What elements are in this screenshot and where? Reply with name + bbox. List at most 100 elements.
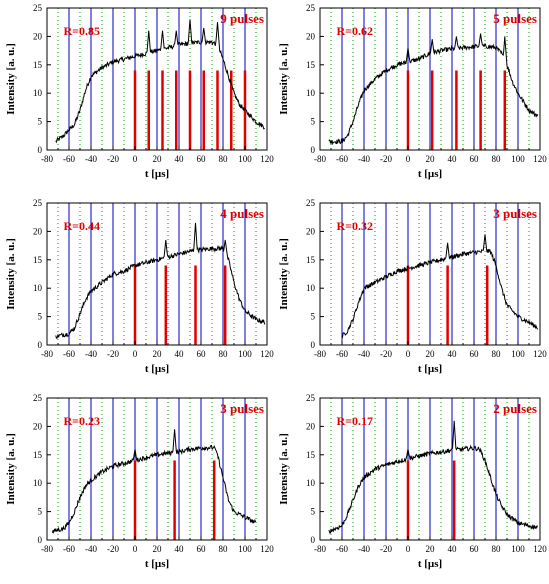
intensity-trace: [52, 429, 257, 534]
x-tick-label: 80: [219, 349, 229, 359]
x-axis-label: t [µs]: [418, 558, 442, 570]
pulse-count-label: 4 pulses: [220, 206, 264, 221]
pulse-count-label: 5 pulses: [493, 11, 537, 26]
x-tick-label: 0: [133, 349, 138, 359]
x-tick-label: -40: [358, 544, 370, 554]
x-tick-label: -80: [314, 544, 326, 554]
x-tick-label: 100: [511, 154, 525, 164]
x-tick-label: -60: [63, 154, 75, 164]
x-tick-label: 40: [175, 349, 185, 359]
y-tick-label: 10: [33, 88, 43, 98]
y-tick-label: 20: [306, 31, 316, 41]
y-tick-label: 10: [33, 478, 43, 488]
y-tick-label: 25: [306, 198, 316, 208]
y-axis-label: Intensity [a. u.]: [5, 43, 17, 115]
x-tick-label: 40: [448, 154, 458, 164]
x-tick-label: -40: [358, 154, 370, 164]
x-tick-label: 0: [406, 544, 411, 554]
y-tick-label: 5: [311, 117, 316, 127]
chart-panel-4: -80 -60 -40 -20 0 20 40 60 80 100 120 0 5 10 15 20 25 t […: [278, 198, 547, 375]
x-tick-label: 120: [533, 349, 547, 359]
y-tick-label: 25: [33, 393, 43, 403]
x-tick-label: 40: [448, 544, 458, 554]
x-tick-label: 80: [219, 154, 229, 164]
intensity-trace: [55, 19, 265, 144]
x-tick-label: 100: [238, 154, 252, 164]
x-tick-label: 40: [448, 349, 458, 359]
y-tick-label: 15: [306, 255, 316, 265]
x-tick-label: -80: [41, 349, 53, 359]
y-tick-label: 0: [311, 535, 316, 545]
x-tick-label: 0: [133, 154, 138, 164]
y-tick-label: 5: [38, 507, 43, 517]
x-tick-label: 60: [197, 349, 207, 359]
chart-panel-1: -80 -60 -40 -20 0 20 40 60 80 100 120 0 5 10 15 20 25 t […: [5, 3, 274, 180]
r-value-label: R=0.23: [64, 414, 101, 428]
y-tick-label: 5: [311, 507, 316, 517]
x-tick-label: 80: [492, 349, 502, 359]
x-tick-label: 20: [153, 349, 163, 359]
x-tick-label: 100: [511, 544, 525, 554]
y-tick-label: 20: [33, 226, 43, 236]
x-axis-label: t [µs]: [145, 168, 169, 180]
y-tick-label: 15: [306, 60, 316, 70]
chart-panel-2: -80 -60 -40 -20 0 20 40 60 80 100 120 0 5 10 15 20 25 t […: [278, 3, 547, 180]
y-tick-label: 10: [33, 283, 43, 293]
x-tick-label: -20: [107, 154, 119, 164]
x-tick-label: -20: [380, 544, 392, 554]
x-tick-label: 100: [238, 544, 252, 554]
y-tick-label: 20: [306, 421, 316, 431]
y-tick-label: 0: [38, 535, 43, 545]
y-tick-label: 25: [306, 3, 316, 13]
x-tick-label: -60: [63, 349, 75, 359]
x-tick-label: -20: [107, 349, 119, 359]
y-tick-label: 20: [33, 421, 43, 431]
x-tick-label: -60: [336, 349, 348, 359]
x-tick-label: 0: [406, 349, 411, 359]
x-tick-label: 20: [426, 154, 436, 164]
x-tick-label: -60: [63, 544, 75, 554]
x-axis-label: t [µs]: [418, 168, 442, 180]
x-tick-label: 120: [260, 349, 274, 359]
y-tick-label: 10: [306, 88, 316, 98]
y-tick-label: 5: [38, 312, 43, 322]
pulse-count-label: 3 pulses: [220, 401, 264, 416]
x-tick-label: 60: [470, 544, 480, 554]
y-tick-label: 0: [38, 340, 43, 350]
y-tick-label: 25: [306, 393, 316, 403]
x-tick-label: 20: [153, 544, 163, 554]
x-tick-label: 80: [492, 154, 502, 164]
x-tick-label: 20: [426, 544, 436, 554]
x-tick-label: 40: [175, 544, 185, 554]
x-tick-label: 60: [197, 544, 207, 554]
r-value-label: R=0.17: [337, 414, 374, 428]
y-tick-label: 0: [38, 145, 43, 155]
chart-panel-6: -80 -60 -40 -20 0 20 40 60 80 100 120 0 5 10 15 20 25 t […: [278, 393, 547, 570]
y-tick-label: 10: [306, 283, 316, 293]
x-tick-label: -80: [41, 154, 53, 164]
y-tick-label: 15: [33, 60, 43, 70]
y-axis-label: Intensity [a. u.]: [278, 433, 290, 505]
y-tick-label: 20: [306, 226, 316, 236]
y-tick-label: 0: [311, 145, 316, 155]
x-tick-label: -80: [314, 154, 326, 164]
x-axis-label: t [µs]: [145, 363, 169, 375]
x-tick-label: 80: [492, 544, 502, 554]
x-tick-label: -20: [380, 349, 392, 359]
x-tick-label: 120: [260, 544, 274, 554]
x-tick-label: -40: [85, 349, 97, 359]
r-value-label: R=0.62: [337, 24, 374, 38]
x-tick-label: -40: [85, 544, 97, 554]
intensity-trace: [328, 33, 539, 146]
y-axis-label: Intensity [a. u.]: [278, 43, 290, 115]
x-tick-label: 0: [406, 154, 411, 164]
x-tick-label: 40: [175, 154, 185, 164]
x-tick-label: -60: [336, 544, 348, 554]
x-tick-label: 60: [197, 154, 207, 164]
x-tick-label: 60: [470, 154, 480, 164]
x-tick-label: 20: [153, 154, 163, 164]
r-value-label: R=0.85: [64, 24, 101, 38]
y-tick-label: 0: [311, 340, 316, 350]
y-tick-label: 25: [33, 3, 43, 13]
